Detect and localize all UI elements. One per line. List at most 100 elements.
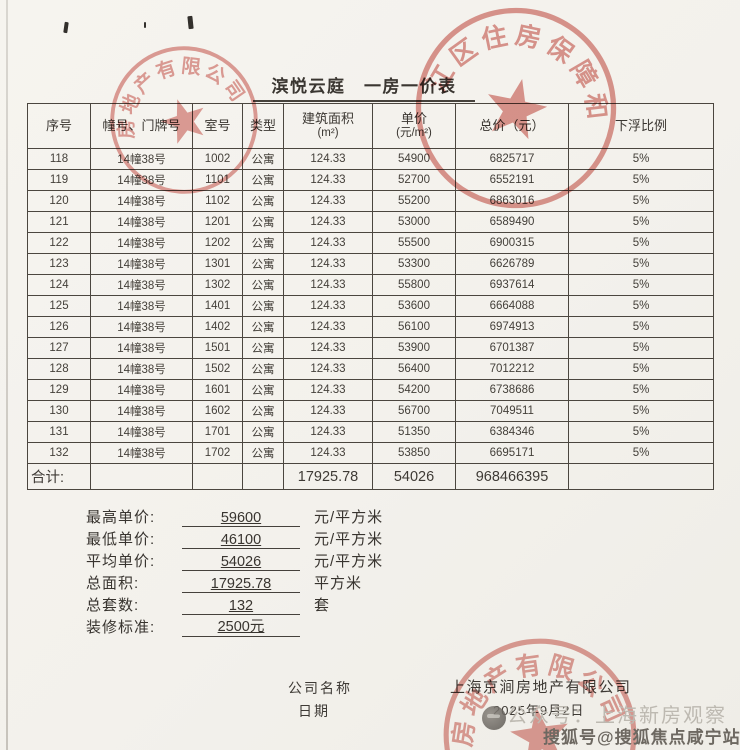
table-cell: 6738686 [455, 379, 569, 401]
table-cell: 54200 [372, 379, 456, 401]
table-cell: 1401 [192, 295, 243, 317]
table-cell: 6552191 [455, 169, 569, 191]
table-cell: 124.33 [283, 169, 373, 191]
table-cell: 53300 [372, 253, 456, 275]
table-cell: 公寓 [242, 400, 284, 422]
table-cell: 1502 [192, 358, 243, 380]
table-cell: 56100 [372, 316, 456, 338]
table-row: 118 14幢38号 1002 公寓 124.33 54900 6825717 5% [27, 148, 714, 170]
table-cell: 14幢38号 [90, 211, 193, 233]
total-empty-cell [242, 463, 284, 490]
table-cell: 132 [27, 442, 91, 464]
table-cell: 119 [27, 169, 91, 191]
summary-min-price-value: 46100 [182, 532, 300, 549]
table-cell: 5% [568, 211, 714, 233]
table-cell: 55500 [372, 232, 456, 254]
total-area: 17925.78 [283, 463, 373, 490]
table-cell: 14幢38号 [90, 190, 193, 212]
table-cell: 124.33 [283, 400, 373, 422]
table-row: 122 14幢38号 1202 公寓 124.33 55500 6900315 5% [27, 232, 714, 254]
table-cell: 54900 [372, 148, 456, 170]
table-cell: 14幢38号 [90, 274, 193, 296]
table-cell: 14幢38号 [90, 400, 193, 422]
summary-total-area-value: 17925.78 [182, 576, 300, 593]
table-cell: 14幢38号 [90, 169, 193, 191]
table-cell: 公寓 [242, 169, 284, 191]
table-cell: 14幢38号 [90, 358, 193, 380]
summary-total-units: 总套数: 132 套 [86, 597, 331, 615]
summary-decoration-standard: 装修标准: 2500元 [86, 615, 383, 637]
table-cell: 公寓 [242, 379, 284, 401]
table-cell: 5% [568, 232, 714, 254]
table-cell: 124.33 [283, 253, 373, 275]
table-cell: 1201 [192, 211, 243, 233]
table-cell: 5% [568, 379, 714, 401]
table-cell: 5% [568, 169, 714, 191]
table-cell: 7049511 [455, 400, 569, 422]
sohu-watermark-text: 搜狐号@搜狐焦点咸宁站 [543, 728, 740, 747]
table-cell: 56700 [372, 400, 456, 422]
summary-block: 最高单价: 59600 元/平方米 最低单价: 46100 元/平方米 平均单价… [86, 505, 383, 637]
date-label: 日期 [298, 703, 330, 719]
table-cell: 124.33 [283, 316, 373, 338]
table-header-row: 序号 幢号、门牌号 室号 类型 建筑面积 (m²) 单价 (元/m²) 总价（元） … [27, 103, 714, 149]
col-header-discount: 下浮比例 [568, 103, 714, 149]
table-row: 131 14幢38号 1701 公寓 124.33 51350 6384346 5% [27, 421, 714, 443]
table-cell: 118 [27, 148, 91, 170]
table-cell: 120 [27, 190, 91, 212]
table-cell: 122 [27, 232, 91, 254]
table-cell: 53900 [372, 337, 456, 359]
col-header-total-price: 总价（元） [455, 103, 569, 149]
col-header-unit-price: 单价 (元/m²) [372, 103, 456, 149]
table-row: 130 14幢38号 1602 公寓 124.33 56700 7049511 5% [27, 400, 714, 422]
table-cell: 14幢38号 [90, 295, 193, 317]
table-cell: 5% [568, 190, 714, 212]
table-cell: 1701 [192, 421, 243, 443]
table-cell: 5% [568, 316, 714, 338]
table-cell: 5% [568, 274, 714, 296]
table-cell: 公寓 [242, 295, 284, 317]
total-label: 合计: [27, 463, 91, 490]
table-cell: 1202 [192, 232, 243, 254]
table-cell: 5% [568, 295, 714, 317]
total-row: 合计: 17925.78 54026 968466395 [27, 463, 714, 490]
table-cell: 124.33 [283, 358, 373, 380]
table-cell: 55200 [372, 190, 456, 212]
summary-avg-price-value: 54026 [182, 554, 300, 571]
total-empty-cell [568, 463, 714, 490]
table-cell: 公寓 [242, 190, 284, 212]
table-cell: 6664088 [455, 295, 569, 317]
table-cell: 公寓 [242, 274, 284, 296]
summary-total-area: 总面积: 17925.78 平方米 [86, 575, 363, 593]
table-cell: 1302 [192, 274, 243, 296]
table-cell: 1501 [192, 337, 243, 359]
table-cell: 53600 [372, 295, 456, 317]
col-header-unit-price-unit: (元/m²) [396, 126, 432, 139]
table-cell: 125 [27, 295, 91, 317]
price-table: 序号 幢号、门牌号 室号 类型 建筑面积 (m²) 单价 (元/m²) 总价（元） … [27, 103, 714, 490]
table-row: 119 14幢38号 1101 公寓 124.33 52700 6552191 5% [27, 169, 714, 191]
table-cell: 1602 [192, 400, 243, 422]
col-header-building: 幢号、门牌号 [90, 103, 193, 149]
table-cell: 公寓 [242, 337, 284, 359]
table-row: 132 14幢38号 1702 公寓 124.33 53850 6695171 5% [27, 442, 714, 464]
table-cell: 6626789 [455, 253, 569, 275]
ink-mark [63, 21, 69, 34]
table-cell: 53850 [372, 442, 456, 464]
table-cell: 130 [27, 400, 91, 422]
table-cell: 公寓 [242, 316, 284, 338]
table-row: 124 14幢38号 1302 公寓 124.33 55800 6937614 5% [27, 274, 714, 296]
table-cell: 14幢38号 [90, 253, 193, 275]
total-price: 968466395 [455, 463, 569, 490]
table-cell: 5% [568, 442, 714, 464]
wechat-icon [482, 706, 506, 730]
table-cell: 129 [27, 379, 91, 401]
table-cell: 6900315 [455, 232, 569, 254]
table-cell: 公寓 [242, 211, 284, 233]
table-cell: 14幢38号 [90, 148, 193, 170]
page-edge-shadow [6, 0, 8, 750]
table-cell: 14幢38号 [90, 442, 193, 464]
table-cell: 124.33 [283, 148, 373, 170]
table-cell: 5% [568, 400, 714, 422]
